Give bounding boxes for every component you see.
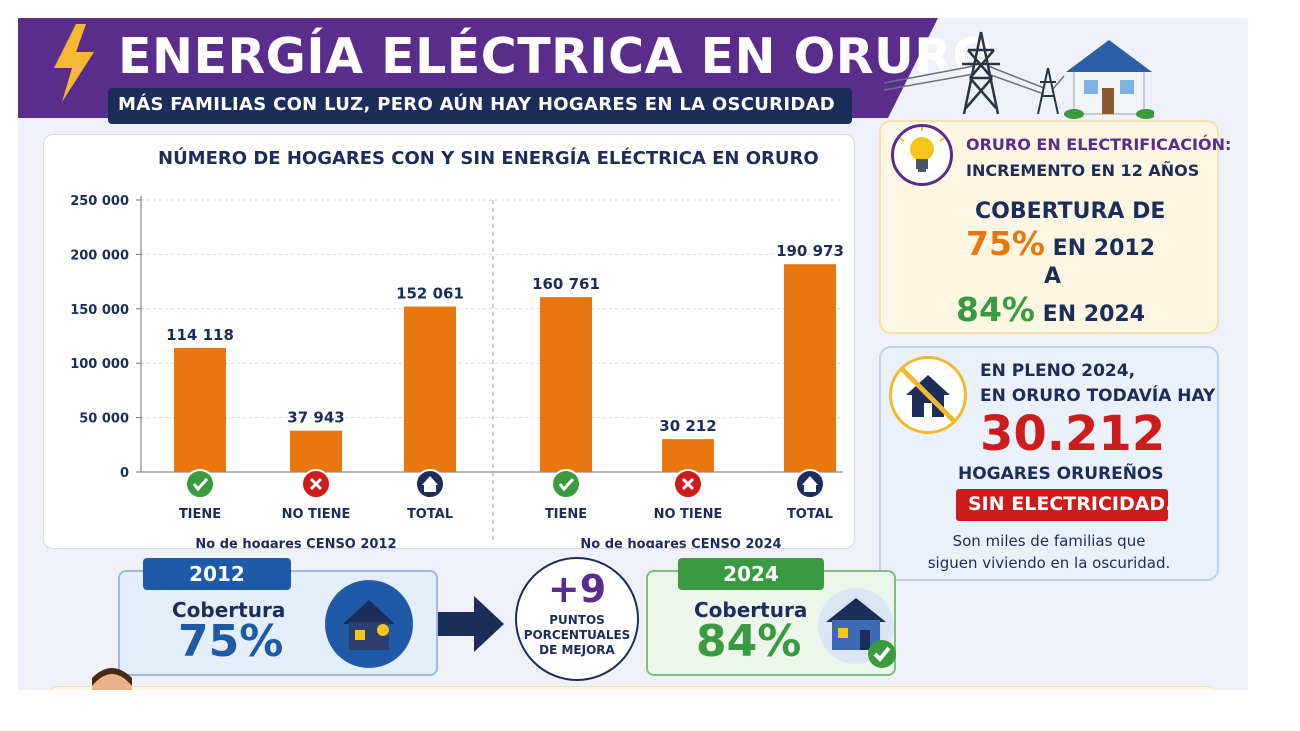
bar-value-label: 37 943	[287, 409, 344, 427]
check-mark	[558, 477, 575, 492]
checked-house-icon	[818, 588, 896, 668]
bar	[404, 306, 456, 472]
coverage-2012-line: 75% EN 2012	[966, 224, 1155, 263]
coverage-line: COBERTURA DE	[975, 199, 1166, 224]
home-roof	[802, 476, 818, 485]
y-tick-label: 250 000	[70, 194, 129, 209]
check-icon	[185, 469, 215, 499]
person-avatar-icon	[92, 668, 132, 690]
bar-chart: 0 50 000 100 000 150 000 200 000 250 000 114 1…	[70, 194, 844, 548]
home-body	[804, 484, 816, 492]
coverage-2024-line: 84% EN 2024	[956, 290, 1145, 329]
y-tick-label: 0	[120, 466, 129, 481]
coverage-2024-year: EN 2024	[1042, 302, 1146, 327]
bar-value-label: 30 212	[659, 417, 716, 435]
improvement-circle	[515, 557, 639, 681]
improvement-text: PUNTOS PORCENTUALES DE MEJORA	[515, 613, 639, 658]
group-label: No de hogares CENSO 2024	[580, 537, 781, 548]
home-body	[424, 484, 436, 492]
page-subtitle: MÁS FAMILIAS CON LUZ, PERO AÚN HAY HOGAR…	[118, 94, 836, 115]
improvement-line-2: PORCENTUALES	[523, 628, 631, 642]
coverage-2024-label: Cobertura	[694, 598, 808, 622]
coverage-2012-label: Cobertura	[172, 598, 286, 622]
lightning-bolt-icon	[54, 24, 94, 102]
lightbulb-icon	[891, 124, 953, 186]
category-label: TOTAL	[407, 507, 453, 522]
year-2024-tag: 2024	[678, 558, 824, 590]
category-label: NO TIENE	[654, 507, 723, 522]
bar-value-label: 152 061	[396, 285, 464, 303]
x-mark	[309, 477, 323, 491]
coverage-connector: A	[1044, 264, 1062, 289]
arrow-right-icon	[438, 596, 504, 652]
coverage-2012-value: 75%	[966, 224, 1045, 263]
dark-note: Son miles de familias que siguen viviend…	[880, 530, 1218, 574]
bar	[784, 264, 836, 472]
bar	[290, 430, 342, 472]
improvement-line-3: DE MEJORA	[539, 643, 615, 657]
check-mark	[192, 477, 209, 492]
coverage-2012-year: EN 2012	[1052, 236, 1156, 261]
dark-note-line-1: Son miles de familias que	[952, 532, 1146, 550]
no-electricity-label: SIN ELECTRICIDAD.	[968, 493, 1173, 515]
bar	[540, 297, 592, 472]
check-icon	[551, 469, 581, 499]
group-label: No de hogares CENSO 2012	[195, 537, 396, 548]
category-label: TOTAL	[787, 507, 833, 522]
bar	[174, 347, 226, 472]
subtitle-bar	[108, 88, 852, 124]
dark-note-line-2: siguen viviendo en la oscuridad.	[927, 554, 1171, 572]
home-roof	[422, 476, 438, 485]
category-label: TIENE	[179, 507, 221, 522]
coverage-2012-percent: 75%	[178, 616, 284, 667]
bar-value-label: 190 973	[776, 242, 844, 260]
coverage-2024-value: 84%	[956, 290, 1035, 329]
improvement-value: +9	[547, 567, 607, 611]
no-home-icon	[889, 356, 967, 434]
electrification-subheading: INCREMENTO EN 12 AÑOS	[966, 161, 1200, 180]
power-tower-house-icon	[884, 31, 1154, 119]
improvement-line-1: PUNTOS	[549, 613, 605, 627]
year-2012-tag: 2012	[143, 558, 291, 590]
y-tick-label: 200 000	[70, 248, 129, 263]
category-label: TIENE	[545, 507, 587, 522]
y-tick-label: 150 000	[70, 303, 129, 318]
bar-value-label: 160 761	[532, 275, 600, 293]
bottom-strip	[48, 686, 1218, 690]
category-label: NO TIENE	[282, 507, 351, 522]
x-mark	[681, 477, 695, 491]
y-tick-label: 50 000	[79, 412, 129, 427]
no-electricity-banner	[956, 489, 1168, 521]
infographic-canvas: ENERGÍA ELÉCTRICA EN ORURO MÁS FAMILIAS …	[18, 18, 1248, 690]
lit-house-icon	[325, 580, 413, 668]
dark-households-number: 30.212	[980, 406, 1166, 462]
bar	[662, 439, 714, 472]
bar-value-label: 114 118	[166, 326, 234, 344]
chart-title: NÚMERO DE HOGARES CON Y SIN ENERGÍA ELÉC…	[158, 148, 819, 169]
coverage-2024-percent: 84%	[696, 616, 802, 667]
dark-line-3: HOGARES ORUREÑOS	[958, 464, 1164, 484]
dark-line-1: EN PLENO 2024,	[980, 361, 1136, 381]
page-title: ENERGÍA ELÉCTRICA EN ORURO	[118, 28, 995, 85]
electrification-heading: ORURO EN ELECTRIFICACIÓN:	[966, 135, 1232, 154]
y-tick-label: 100 000	[70, 357, 129, 372]
dark-line-2: EN ORURO TODAVÍA HAY	[980, 386, 1216, 406]
